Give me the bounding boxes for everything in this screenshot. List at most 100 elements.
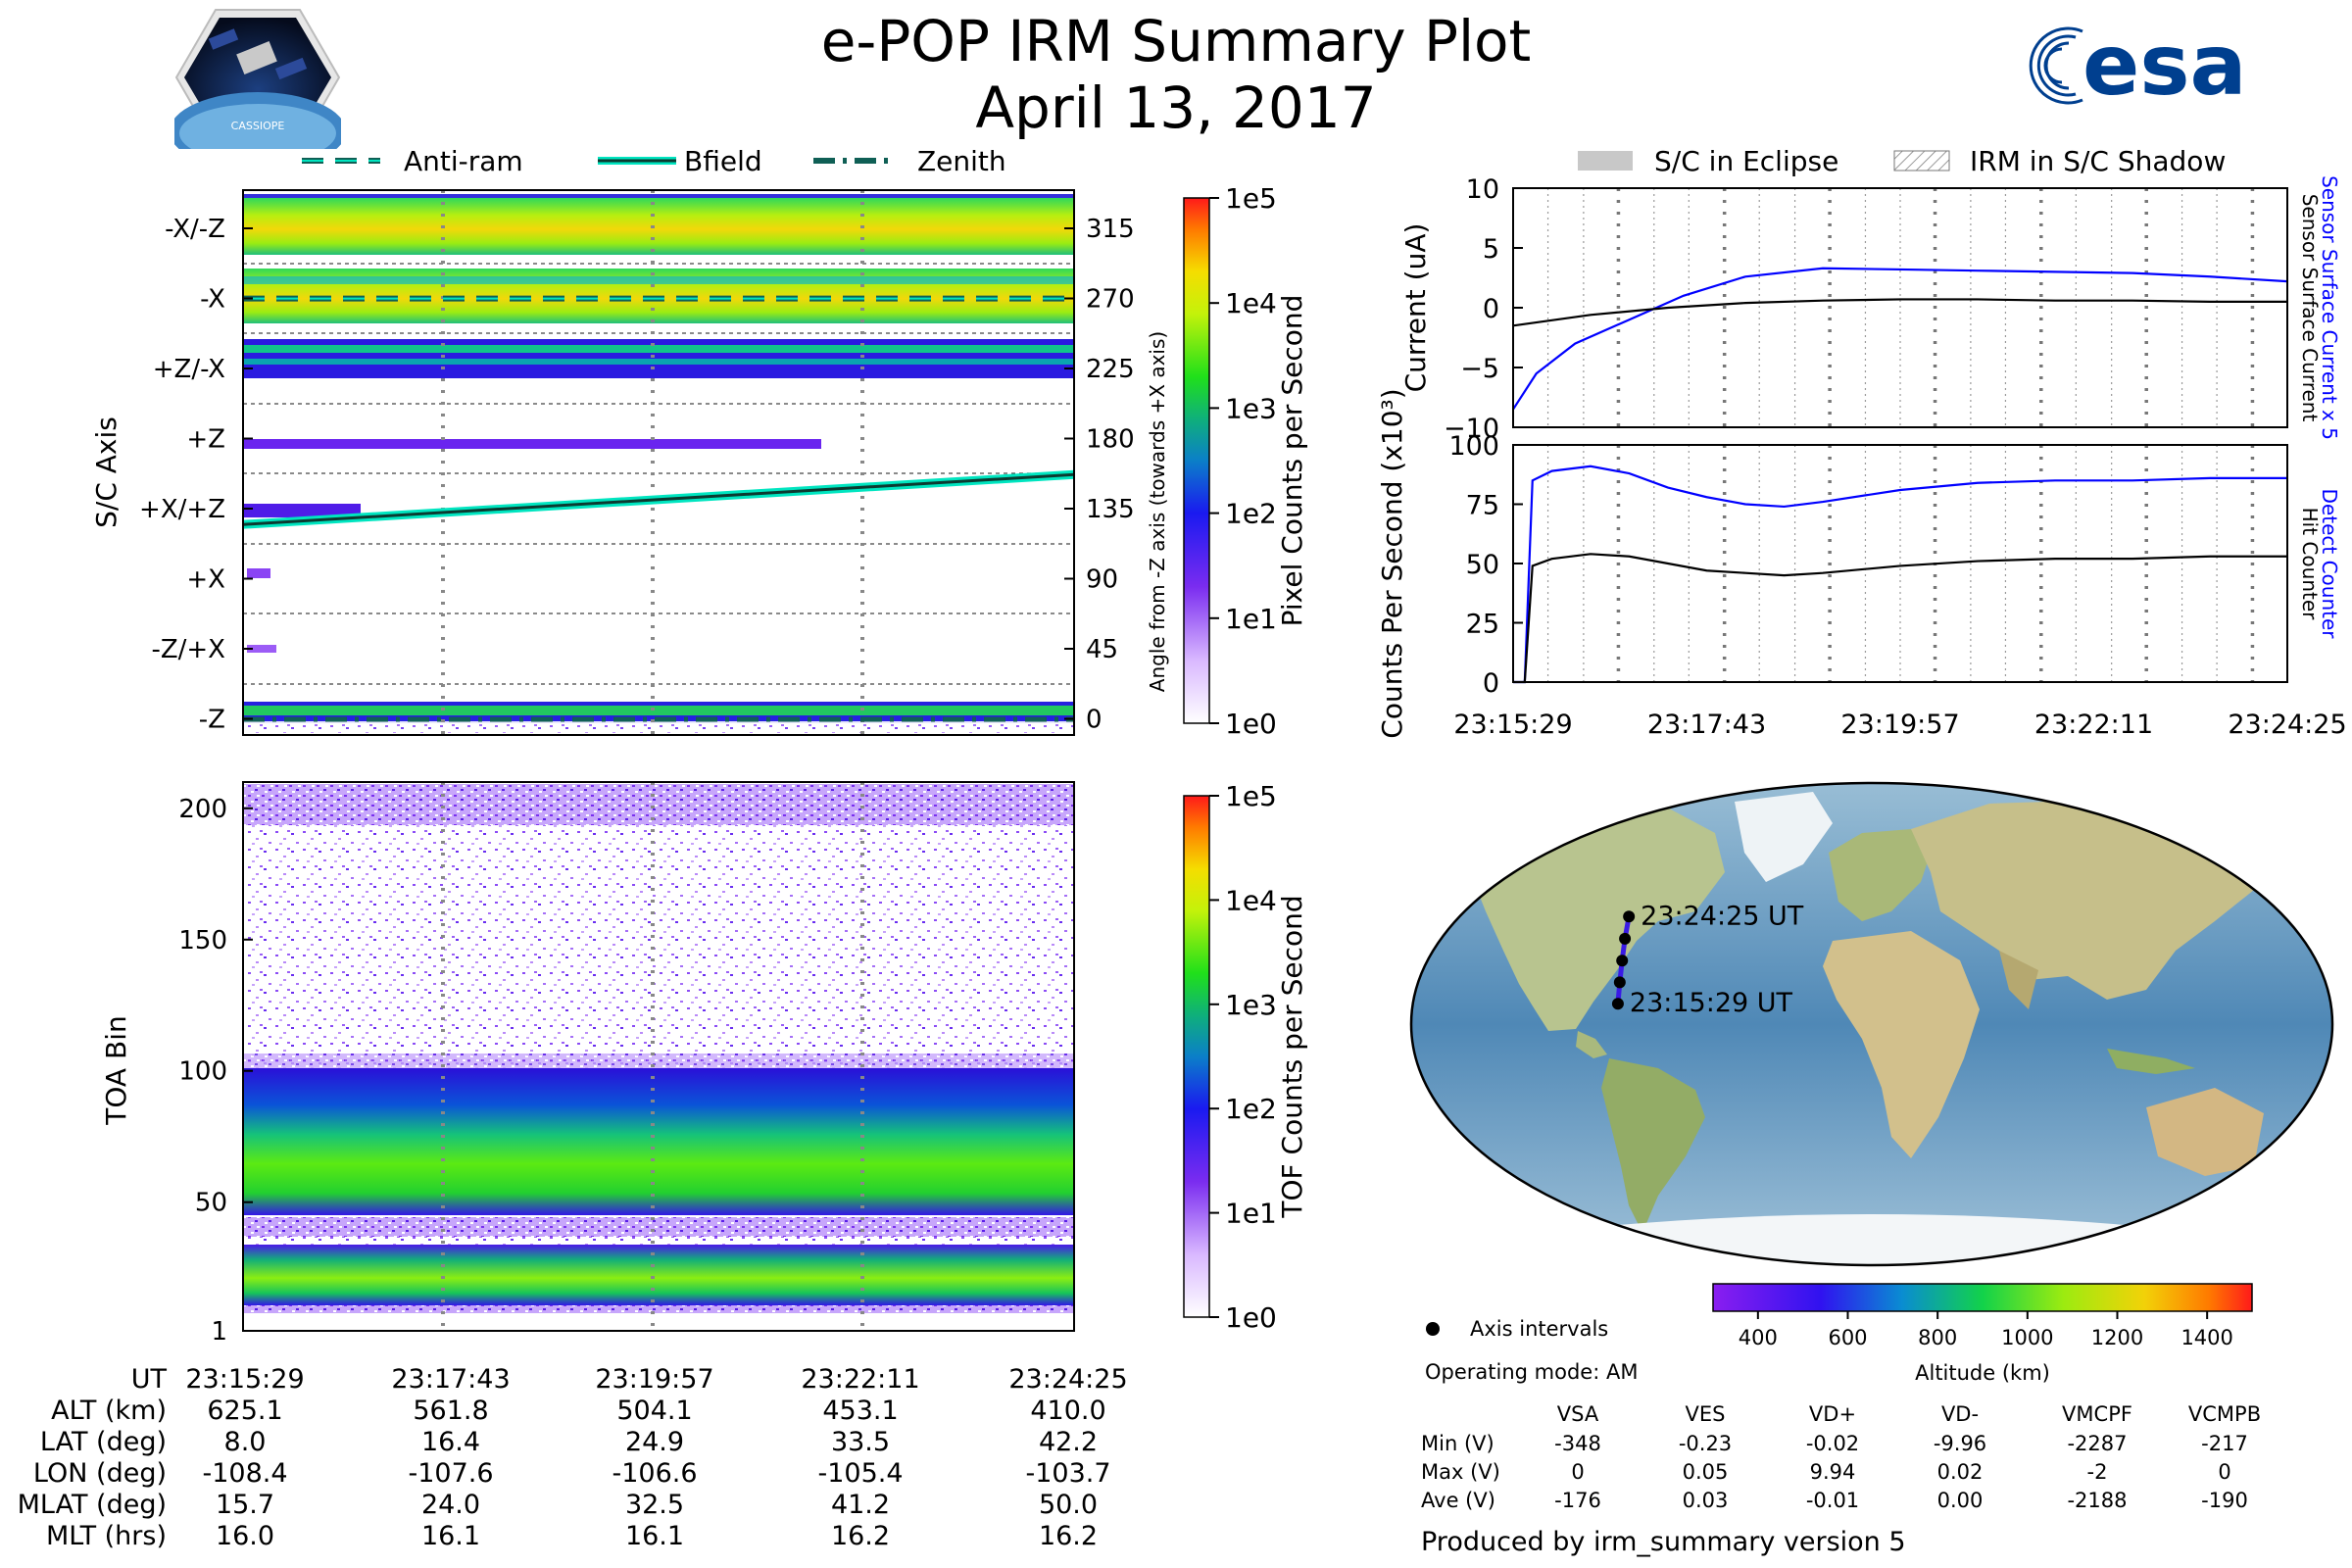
angle-ylabel: Angle from -Z axis (towards +X axis) (1146, 331, 1169, 692)
y-tick: 0 (1483, 668, 1499, 699)
altitude-tick: 600 (1828, 1326, 1867, 1349)
sc-axis-category: -X (200, 285, 225, 315)
ephemeris-cell: 41.2 (831, 1490, 890, 1520)
sc-axis-category: -X/-Z (165, 215, 225, 244)
ephemeris-cell: -107.6 (408, 1458, 493, 1489)
ephemeris-cell: 16.1 (625, 1521, 684, 1551)
ephemeris-row-label: LON (deg) (33, 1458, 167, 1489)
ephemeris-row-label: MLT (hrs) (46, 1521, 167, 1551)
date-text: April 13, 2017 (975, 74, 1377, 141)
mission-logo: CASSIOPE (170, 6, 346, 171)
ephemeris-cell: 16.0 (216, 1521, 274, 1551)
legend-shadow: IRM in S/C Shadow (1970, 145, 2226, 177)
hit-counter-line (1513, 553, 2287, 684)
info-cell: -190 (2201, 1489, 2248, 1512)
counts-right-label-1: Detect Counter (2318, 489, 2341, 640)
toa-tick: 1 (211, 1317, 227, 1347)
ephemeris-cell: 33.5 (831, 1427, 890, 1457)
legend-anti-ram: Anti-ram (404, 145, 523, 177)
current-right-label-1: Sensor Surface Current x 5 (2318, 176, 2341, 440)
esa-logo-text: esa (2082, 17, 2247, 115)
legend-eclipse-swatch (1578, 151, 1633, 171)
ephemeris-cell: 504.1 (616, 1396, 692, 1426)
angle-tick: 180 (1086, 425, 1135, 455)
info-cell: -0.02 (1806, 1432, 1859, 1455)
info-cell: Max (V) (1421, 1460, 1500, 1484)
ephemeris-cell: 23:17:43 (391, 1364, 510, 1395)
altitude-tick: 1000 (2001, 1326, 2053, 1349)
info-cell: Min (V) (1421, 1432, 1494, 1455)
info-header: VES (1686, 1402, 1726, 1426)
info-header: VCMPB (2188, 1402, 2261, 1426)
ephemeris-cell: -103.7 (1025, 1458, 1110, 1489)
legend-eclipse: S/C in Eclipse (1654, 145, 1838, 177)
counts-right-label-2: Hit Counter (2298, 508, 2322, 620)
colorbar-tick: 1e3 (1225, 392, 1277, 424)
info-cell: 0.05 (1683, 1460, 1729, 1484)
current-ylabel: Current (uA) (1399, 223, 1432, 393)
y-tick: −10 (1444, 414, 1499, 444)
time-tick: 23:15:29 (1453, 710, 1572, 740)
angle-tick: 45 (1086, 635, 1118, 664)
info-header: VSA (1557, 1402, 1599, 1426)
plot-title: e-POP IRM Summary Plot April 13, 2017 (0, 8, 2352, 141)
ephemeris-cell: 23:19:57 (595, 1364, 713, 1395)
y-tick: 50 (1466, 550, 1499, 580)
ephemeris-cell: 23:22:11 (801, 1364, 919, 1395)
altitude-tick: 400 (1739, 1326, 1778, 1349)
ephemeris-row-label: UT (131, 1364, 168, 1395)
time-tick: 23:22:11 (2034, 710, 2153, 740)
info-header: VD- (1941, 1402, 1979, 1426)
ephemeris-row-label: ALT (km) (51, 1396, 167, 1426)
angle-tick: 0 (1086, 706, 1102, 735)
ephemeris-cell: 50.0 (1039, 1490, 1098, 1520)
time-tick: 23:24:25 (2228, 710, 2346, 740)
tof-colorbar: 1e5 1e4 1e3 1e2 1e1 1e0 TOF Counts per Second (1183, 780, 1308, 1334)
footer-text: Produced by irm_summary version 5 (1421, 1527, 1906, 1557)
track-point (1611, 998, 1624, 1010)
colorbar-tick: 1e0 (1225, 708, 1277, 740)
sensor-surface-current-x-5-line (1512, 267, 2288, 411)
sc-axis-category: +Z/-X (153, 355, 225, 384)
sc-axis-lines (242, 295, 1075, 722)
y-tick: 5 (1483, 234, 1499, 265)
pixel-colorbar: 1e5 1e4 1e3 1e2 1e1 1e0 Pixel Counts per Seco… (1183, 182, 1308, 740)
ephemeris-cell: 16.4 (421, 1427, 480, 1457)
ephemeris-cell: 24.9 (625, 1427, 684, 1457)
ephemeris-cell: 23:15:29 (185, 1364, 304, 1395)
pixel-colorbar-label: Pixel Counts per Second (1276, 295, 1308, 627)
ephemeris-cell: 16.1 (421, 1521, 480, 1551)
y-tick: 25 (1466, 610, 1499, 640)
ephemeris-cell: 32.5 (625, 1490, 684, 1520)
ephemeris-row-label: LAT (deg) (40, 1427, 167, 1457)
colorbar-tick: 1e1 (1225, 1198, 1277, 1230)
ephemeris-cell: 625.1 (207, 1396, 282, 1426)
axis-interval-dot (1426, 1322, 1440, 1336)
sc-axis-category: +Z (186, 425, 225, 455)
ephemeris-cell: 16.2 (1039, 1521, 1098, 1551)
info-cell: 0.03 (1683, 1489, 1729, 1512)
info-cell: 0 (1571, 1460, 1584, 1484)
ephemeris-cell: 8.0 (224, 1427, 267, 1457)
info-cell: -176 (1554, 1489, 1601, 1512)
info-cell: -2188 (2067, 1489, 2127, 1512)
time-tick: 23:19:57 (1840, 710, 1959, 740)
angle-tick: 225 (1086, 355, 1135, 384)
info-cell: Ave (V) (1421, 1489, 1495, 1512)
esa-logo: esa (1989, 10, 2283, 118)
track-point (1619, 932, 1632, 945)
info-cell: -348 (1554, 1432, 1601, 1455)
ephemeris-cell: -105.4 (817, 1458, 903, 1489)
toa-tick: 100 (178, 1057, 227, 1087)
y-tick: 100 (1448, 431, 1499, 462)
left-figure: -X/-Z 315 -X 270 +Z/-X 225 +Z 180 +X/+Z 135 +X 90 -Z… (90, 182, 1308, 1347)
legend-left: Anti-ram Bfield Zenith (294, 141, 1039, 180)
sc-axis-ylabel: S/C Axis (90, 416, 122, 528)
toa-tick: 200 (178, 795, 227, 824)
colorbar-tick: 1e1 (1225, 603, 1277, 635)
world-map: 23:24:25 UT 23:15:29 UT (1409, 781, 2334, 1267)
altitude-colorbar (1712, 1283, 2253, 1312)
toa-tick: 150 (178, 926, 227, 956)
colorbar-tick: 1e5 (1225, 780, 1277, 812)
